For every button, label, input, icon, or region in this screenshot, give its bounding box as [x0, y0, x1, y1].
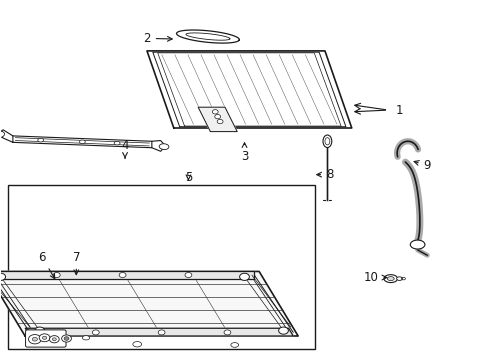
Ellipse shape [79, 140, 85, 144]
Circle shape [28, 334, 41, 344]
Ellipse shape [38, 138, 43, 142]
Circle shape [61, 335, 71, 342]
Text: 5: 5 [184, 171, 192, 184]
Circle shape [158, 330, 164, 335]
Ellipse shape [114, 141, 120, 145]
Circle shape [217, 120, 223, 124]
Circle shape [0, 273, 5, 280]
Circle shape [42, 336, 47, 339]
Circle shape [92, 330, 99, 335]
Text: 6: 6 [39, 251, 55, 279]
Circle shape [224, 330, 230, 335]
Ellipse shape [386, 276, 393, 280]
Ellipse shape [0, 131, 4, 138]
Ellipse shape [409, 240, 424, 249]
Circle shape [184, 273, 191, 278]
Text: 9: 9 [413, 159, 430, 172]
Ellipse shape [133, 342, 142, 347]
Text: 4: 4 [121, 139, 128, 158]
Text: 8: 8 [316, 168, 333, 181]
Circle shape [64, 337, 69, 340]
Ellipse shape [159, 144, 168, 149]
Text: 7: 7 [72, 251, 80, 275]
Circle shape [35, 327, 44, 334]
Circle shape [49, 336, 59, 343]
FancyBboxPatch shape [25, 330, 66, 347]
Circle shape [52, 338, 56, 341]
Circle shape [39, 334, 50, 342]
Ellipse shape [82, 336, 89, 340]
Polygon shape [147, 51, 351, 128]
Ellipse shape [230, 343, 238, 347]
Polygon shape [0, 271, 298, 336]
Bar [8, 185, 315, 348]
Circle shape [32, 337, 37, 341]
Text: 10: 10 [363, 271, 386, 284]
Circle shape [278, 327, 288, 334]
Circle shape [53, 273, 60, 278]
Ellipse shape [396, 277, 402, 280]
Text: 1: 1 [395, 104, 402, 117]
Circle shape [214, 114, 220, 119]
Circle shape [239, 273, 249, 280]
Polygon shape [198, 107, 237, 132]
Ellipse shape [383, 275, 397, 283]
Text: 3: 3 [240, 143, 248, 163]
Text: 2: 2 [143, 32, 172, 45]
Polygon shape [25, 328, 293, 336]
Polygon shape [0, 271, 254, 279]
Circle shape [119, 273, 126, 278]
Ellipse shape [323, 135, 331, 148]
Circle shape [212, 110, 218, 114]
Polygon shape [176, 30, 239, 43]
Polygon shape [13, 136, 152, 148]
